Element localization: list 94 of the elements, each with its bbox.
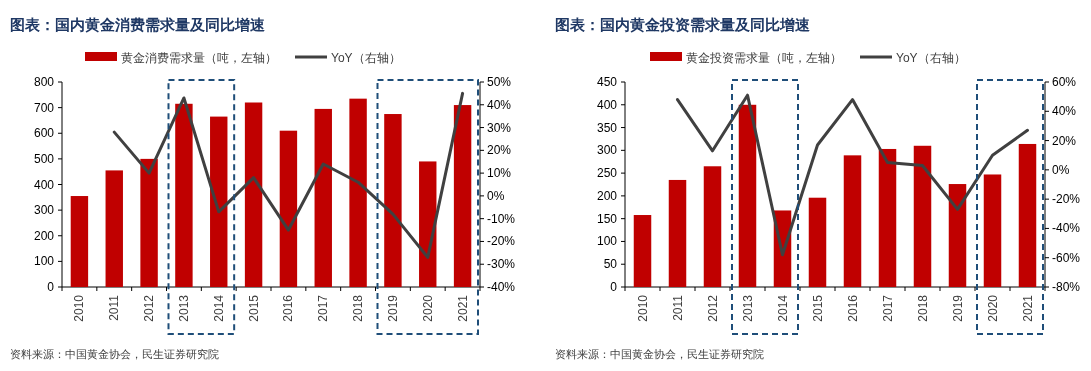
bar xyxy=(633,215,652,287)
x-tick-label: 2016 xyxy=(845,294,860,322)
x-tick-label: 2013 xyxy=(740,294,755,322)
y2-tick-label: 20% xyxy=(1052,133,1077,148)
x-tick-label: 2021 xyxy=(1020,294,1035,322)
y2-tick-label: 20% xyxy=(487,143,512,158)
y2-tick-label: 0% xyxy=(1052,162,1070,177)
bar xyxy=(210,116,228,287)
y-tick-label: 200 xyxy=(596,188,618,203)
y2-tick-label: 30% xyxy=(487,120,512,135)
y2-tick-label: -40% xyxy=(1052,221,1081,236)
y-tick-label: 0 xyxy=(47,280,55,294)
legend-label: 黄金投资需求量（吨，左轴） xyxy=(686,51,842,65)
y2-tick-label: 40% xyxy=(487,97,512,112)
y2-tick-label: -30% xyxy=(487,257,516,272)
x-tick-label: 2019 xyxy=(385,294,400,322)
legend-label: 黄金消费需求量（吨，左轴） xyxy=(121,51,277,65)
y-tick-label: 200 xyxy=(33,228,55,243)
x-tick-label: 2020 xyxy=(420,294,435,322)
x-tick-label: 2011 xyxy=(107,294,122,321)
bar xyxy=(983,174,1002,287)
bar xyxy=(1018,143,1037,287)
bar xyxy=(738,104,757,287)
text: 资料来源：中国黄金协会，民生证券研究院 xyxy=(10,348,219,360)
y2-tick-label: 0% xyxy=(487,188,505,203)
x-tick-label: 2017 xyxy=(316,294,331,322)
bar xyxy=(140,158,158,287)
y2-tick-label: -20% xyxy=(487,234,516,249)
y-tick-label: 400 xyxy=(33,177,55,192)
bar xyxy=(244,102,263,287)
legend-label: YoY（右轴） xyxy=(331,51,401,65)
chart-title: 图表：国内黄金消费需求量及同比增速 xyxy=(10,16,266,33)
x-tick-label: 2014 xyxy=(211,294,226,322)
y-tick-label: 300 xyxy=(596,143,618,158)
x-tick-label: 2010 xyxy=(635,294,650,322)
y-tick-label: 100 xyxy=(596,234,618,249)
bar xyxy=(453,105,472,287)
y-tick-label: 300 xyxy=(33,203,55,218)
x-tick-label: 2015 xyxy=(810,294,825,322)
legend-label: YoY（右轴） xyxy=(896,51,966,65)
y-tick-label: 800 xyxy=(33,75,55,89)
bar xyxy=(843,155,862,287)
bar xyxy=(175,103,193,287)
x-tick-label: 2019 xyxy=(950,294,965,322)
chart-title: 图表：国内黄金投资需求量及同比增速 xyxy=(555,16,811,33)
x-tick-label: 2012 xyxy=(142,294,157,322)
y-tick-label: 600 xyxy=(33,126,55,141)
bar xyxy=(808,197,827,287)
bar xyxy=(105,170,123,287)
bar xyxy=(913,145,932,287)
text: 资料来源：中国黄金协会，民生证券研究院 xyxy=(555,348,764,360)
y-tick-label: 450 xyxy=(596,75,618,89)
y-tick-label: 700 xyxy=(33,100,55,115)
x-tick-label: 2017 xyxy=(880,294,895,322)
y2-tick-label: -60% xyxy=(1052,250,1081,265)
y-tick-label: 400 xyxy=(596,97,618,112)
y2-tick-label: 40% xyxy=(1052,104,1077,119)
y-tick-label: 500 xyxy=(33,151,55,166)
x-tick-label: 2016 xyxy=(281,294,296,322)
x-tick-label: 2010 xyxy=(72,294,87,322)
y-tick-label: 150 xyxy=(596,211,618,226)
bar xyxy=(948,184,967,287)
x-tick-label: 2018 xyxy=(915,294,930,322)
bar xyxy=(314,108,332,287)
bar xyxy=(668,179,687,287)
x-tick-label: 2012 xyxy=(705,294,720,322)
x-tick-label: 2021 xyxy=(455,294,470,322)
x-tick-label: 2011 xyxy=(670,294,685,321)
y-tick-label: 250 xyxy=(596,166,618,181)
bar xyxy=(70,196,89,287)
line-series xyxy=(112,91,465,259)
line-series xyxy=(676,93,1029,257)
bar xyxy=(878,148,897,287)
y2-tick-label: -40% xyxy=(487,280,516,294)
x-tick-label: 2013 xyxy=(176,294,191,322)
y-tick-label: 100 xyxy=(33,254,55,269)
x-tick-label: 2014 xyxy=(775,294,790,322)
bar xyxy=(384,114,402,287)
y2-tick-label: -20% xyxy=(1052,192,1081,207)
y-tick-label: 0 xyxy=(610,280,618,294)
x-tick-label: 2018 xyxy=(351,294,366,322)
bar xyxy=(279,130,298,287)
bar xyxy=(349,98,367,287)
x-tick-label: 2020 xyxy=(985,294,1000,322)
x-tick-label: 2015 xyxy=(246,294,261,322)
bar xyxy=(703,166,722,287)
bar xyxy=(419,161,437,287)
y-tick-label: 50 xyxy=(603,257,618,272)
y2-tick-label: 60% xyxy=(1052,75,1077,89)
y2-tick-label: 10% xyxy=(487,166,512,181)
y2-tick-label: -80% xyxy=(1052,280,1081,294)
y-tick-label: 350 xyxy=(596,120,618,135)
y2-tick-label: 50% xyxy=(487,75,512,89)
y2-tick-label: -10% xyxy=(487,211,516,226)
